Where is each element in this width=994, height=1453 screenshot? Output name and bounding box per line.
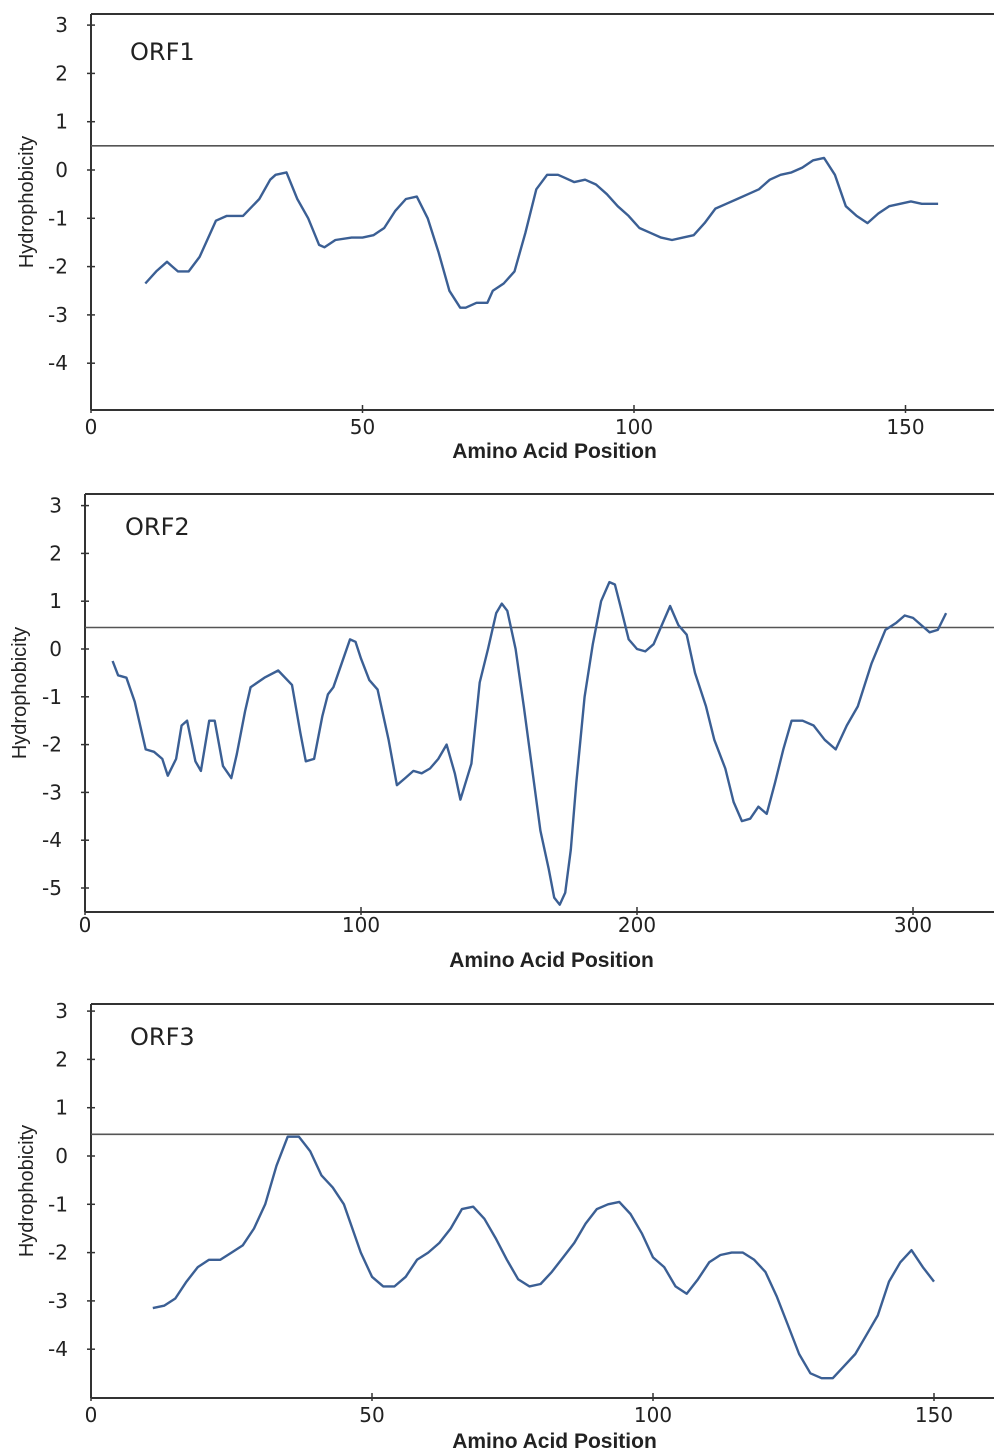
y-tick-label: 1 bbox=[55, 110, 68, 134]
chart-panel-1: 3 2 1 0 -1 -2 -3 -4 0 50 100 150 ORF1 Amino Acid Posi… bbox=[16, 13, 994, 463]
x-tick-label: 50 bbox=[359, 1403, 384, 1427]
x-tick-label: 100 bbox=[342, 913, 380, 937]
x-tick-label: 100 bbox=[634, 1403, 672, 1427]
y-tick-label: 0 bbox=[55, 158, 68, 182]
hydrophobicity-series-line bbox=[144, 156, 939, 309]
y-tick-label: -1 bbox=[48, 206, 68, 230]
y-tick-label: 0 bbox=[55, 1144, 68, 1168]
y-tick-label: 3 bbox=[55, 13, 68, 37]
y-tick-label: 1 bbox=[55, 1096, 68, 1120]
y-tick-label: -2 bbox=[48, 255, 68, 279]
y-tick-label: -5 bbox=[42, 876, 62, 900]
x-tick-label: 0 bbox=[79, 913, 92, 937]
chart-title: ORF1 bbox=[130, 38, 195, 66]
y-tick-label: -3 bbox=[48, 303, 68, 327]
y-tick-label: -2 bbox=[48, 1241, 68, 1265]
x-tick-label: 150 bbox=[915, 1403, 953, 1427]
y-tick-label: 3 bbox=[55, 999, 68, 1023]
y-tick-label: -3 bbox=[42, 780, 62, 804]
y-tick-label: -2 bbox=[42, 733, 62, 757]
y-tick-label: 0 bbox=[49, 637, 62, 661]
y-axis-title: Hydrophobicity bbox=[16, 136, 38, 268]
hydrophobicity-series-line bbox=[111, 580, 948, 906]
y-axis-title: Hydrophobicity bbox=[16, 1125, 38, 1257]
x-tick-label: 300 bbox=[894, 913, 932, 937]
x-tick-label: 50 bbox=[350, 415, 375, 439]
x-axis-title: Amino Acid Position bbox=[452, 440, 657, 463]
y-tick-label: -4 bbox=[48, 1337, 68, 1361]
x-axis-title: Amino Acid Position bbox=[452, 1430, 657, 1453]
y-tick-label: -1 bbox=[42, 685, 62, 709]
hydrophobicity-series-line bbox=[152, 1135, 935, 1380]
y-tick-label: 1 bbox=[49, 589, 62, 613]
chart-title: ORF3 bbox=[130, 1023, 195, 1051]
y-tick-label: -4 bbox=[48, 351, 68, 375]
x-tick-label: 200 bbox=[618, 913, 656, 937]
x-axis-title: Amino Acid Position bbox=[449, 949, 654, 972]
y-tick-label: 2 bbox=[55, 61, 68, 85]
y-tick-label: -4 bbox=[42, 828, 62, 852]
y-tick-label: 3 bbox=[49, 494, 62, 518]
y-tick-label: -1 bbox=[48, 1192, 68, 1216]
y-tick-label: 2 bbox=[49, 541, 62, 565]
x-tick-label: 150 bbox=[886, 415, 924, 439]
chart-panel-3: 3 2 1 0 -1 -2 -3 -4 0 50 100 150 ORF3 Amino Acid Posi… bbox=[16, 999, 994, 1453]
chart-title: ORF2 bbox=[125, 513, 190, 541]
y-tick-label: 2 bbox=[55, 1047, 68, 1071]
x-tick-label: 100 bbox=[615, 415, 653, 439]
y-axis-title: Hydrophobicity bbox=[9, 627, 31, 759]
x-tick-label: 0 bbox=[85, 1403, 98, 1427]
y-tick-label: -3 bbox=[48, 1289, 68, 1313]
x-tick-label: 0 bbox=[85, 415, 98, 439]
chart-panel-2: 3 2 1 0 -1 -2 -3 -4 -5 0 100 200 300 ORF2 Amino Acid P… bbox=[9, 493, 994, 972]
